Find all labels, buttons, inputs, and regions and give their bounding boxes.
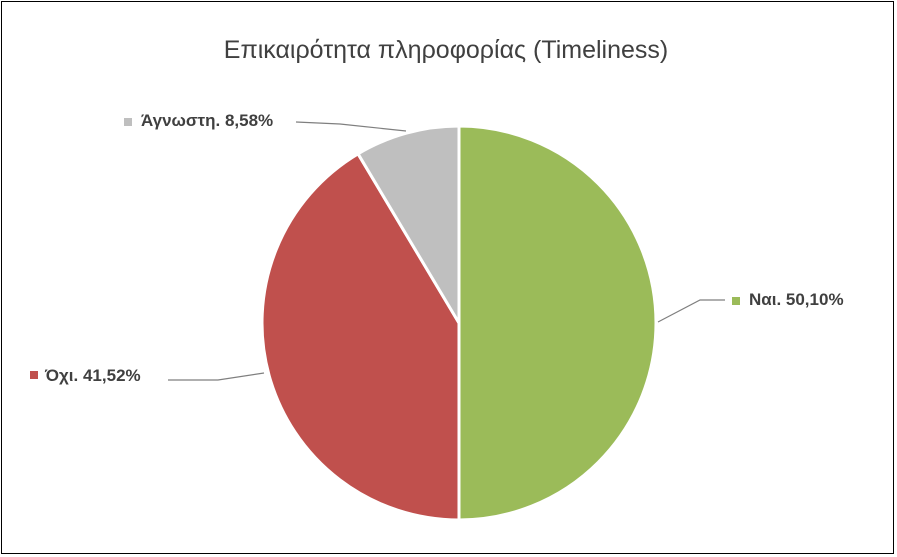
leader-line xyxy=(168,372,265,381)
data-label: Άγνωστη. 8,58% xyxy=(141,111,273,130)
data-label: Όχι. 41,52% xyxy=(44,366,141,385)
chart-title: Επικαιρότητα πληροφορίας (Timeliness) xyxy=(224,36,668,64)
label-marker xyxy=(732,297,740,305)
pie-slice-no xyxy=(260,152,461,522)
pie-slices xyxy=(260,124,658,522)
label-marker xyxy=(30,371,38,379)
pie-slice-unknown xyxy=(356,124,461,325)
leader-line xyxy=(295,121,407,132)
label-marker xyxy=(124,118,132,126)
pie-slice-yes xyxy=(457,124,658,522)
data-label: Ναι. 50,10% xyxy=(749,290,844,309)
slice-labels: Ναι. 50,10% Όχι. 41,52% Άγνωστη. 8,58% xyxy=(30,111,844,385)
leader-line xyxy=(657,299,725,323)
